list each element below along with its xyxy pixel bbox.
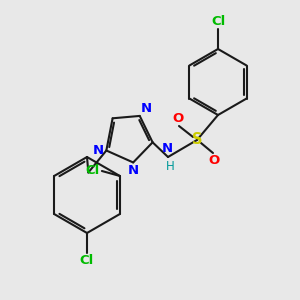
Text: O: O (208, 154, 220, 167)
Text: O: O (172, 112, 184, 125)
Text: N: N (128, 164, 139, 178)
Text: Cl: Cl (211, 15, 225, 28)
Text: S: S (192, 133, 202, 148)
Text: H: H (166, 160, 174, 172)
Text: Cl: Cl (86, 164, 100, 176)
Text: N: N (161, 142, 172, 155)
Text: Cl: Cl (80, 254, 94, 267)
Text: N: N (93, 144, 104, 157)
Text: N: N (141, 102, 152, 115)
